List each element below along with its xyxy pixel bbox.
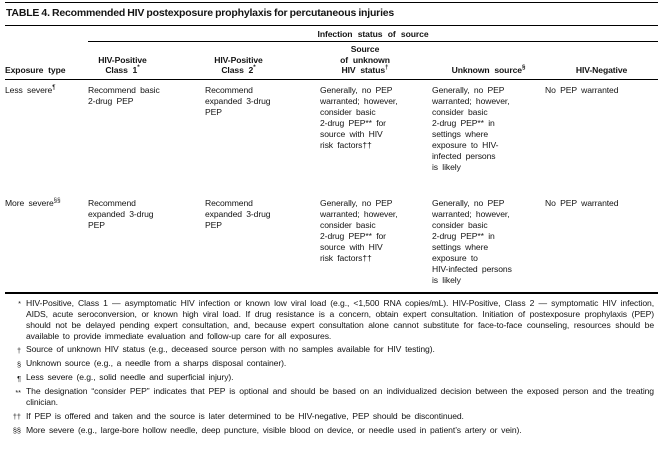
cell-hiv-positive-class-1: Recommend basic 2-drug PEP xyxy=(88,79,205,193)
footnote-double-asterisk: ** The designation “consider PEP” indica… xyxy=(6,386,654,408)
footnotes-section: * HIV-Positive, Class 1 — asymptomatic H… xyxy=(5,294,658,437)
column-header-exposure-type: Exposure type xyxy=(5,41,88,80)
exposure-type-label: More severe xyxy=(5,197,54,208)
column-header-label: HIV-Positive Class 2 xyxy=(214,54,263,76)
spanner-spacer xyxy=(5,26,88,42)
cell-text: Recommend expanded 3-drug PEP xyxy=(205,197,271,230)
footnote-ref: §§ xyxy=(53,196,61,204)
spanner-row: Infection status of source xyxy=(5,26,659,42)
cell-text: Recommend expanded 3-drug PEP xyxy=(205,84,271,117)
column-header-row: Exposure type HIV-Positive Class 1* HIV-… xyxy=(5,41,659,80)
cell-text: Generally, no PEP warranted; however, co… xyxy=(320,197,398,263)
footnote-double-dagger: †† If PEP is offered and taken and the s… xyxy=(6,411,654,423)
table-row-more-severe: More severe§§ Recommend expanded 3-drug … xyxy=(5,192,659,294)
footnote-text: More severe (e.g., large-bore hollow nee… xyxy=(26,424,522,435)
footnote-asterisk: * HIV-Positive, Class 1 — asymptomatic H… xyxy=(6,298,654,342)
exposure-type-label: Less severe xyxy=(5,84,53,95)
cell-text: Generally, no PEP warranted; however, co… xyxy=(432,84,510,172)
cell-unknown-source: Generally, no PEP warranted; however, co… xyxy=(432,192,545,294)
cell-hiv-positive-class-1: Recommend expanded 3-drug PEP xyxy=(88,192,205,294)
cell-unknown-source: Generally, no PEP warranted; however, co… xyxy=(432,79,545,193)
table-title: TABLE 4. Recommended HIV postexposure pr… xyxy=(5,2,658,26)
footnote-marker: ** xyxy=(15,387,21,397)
footnote-dagger: † Source of unknown HIV status (e.g., de… xyxy=(6,344,654,356)
column-header-unknown-source: Unknown source§ xyxy=(432,41,545,80)
cell-hiv-negative: No PEP warranted xyxy=(545,192,659,294)
footnote-text: If PEP is offered and taken and the sour… xyxy=(26,410,464,421)
footnote-ref: * xyxy=(253,64,256,72)
column-header-label: Source of unknown HIV status xyxy=(340,44,390,75)
spanner-header: Infection status of source xyxy=(88,26,659,42)
column-header-source-unknown-hiv-status: Source of unknown HIV status† xyxy=(320,41,432,80)
footnote-section-sign: § Unknown source (e.g., a needle from a … xyxy=(6,358,654,370)
footnote-marker: ¶ xyxy=(17,373,21,383)
column-header-hiv-negative: HIV-Negative xyxy=(545,41,659,80)
column-header-label: Unknown source xyxy=(451,65,522,75)
footnote-text: Less severe (e.g., solid needle and supe… xyxy=(26,372,234,382)
footnote-ref: † xyxy=(385,64,389,72)
cell-hiv-negative: No PEP warranted xyxy=(545,79,658,193)
cell-hiv-positive-class-2: Recommend expanded 3-drug PEP xyxy=(205,79,320,193)
column-header-hiv-positive-class-1: HIV-Positive Class 1* xyxy=(88,41,205,80)
footnote-double-section-sign: §§ More severe (e.g., large-bore hollow … xyxy=(6,425,654,437)
exposure-type-cell: More severe§§ xyxy=(5,192,88,294)
cell-text: No PEP warranted xyxy=(545,197,619,208)
cell-hiv-positive-class-2: Recommend expanded 3-drug PEP xyxy=(205,192,320,294)
column-header-label: Exposure type xyxy=(5,65,66,75)
footnote-ref: ¶ xyxy=(52,83,56,91)
footnote-marker: † xyxy=(16,345,21,355)
cell-text: Generally, no PEP warranted; however, co… xyxy=(320,84,398,150)
column-header-hiv-positive-class-2: HIV-Positive Class 2* xyxy=(205,41,320,80)
footnote-ref: * xyxy=(137,64,140,72)
cell-text: Generally, no PEP warranted; however, co… xyxy=(432,197,512,285)
cell-text: No PEP warranted xyxy=(545,84,619,95)
column-header-label: HIV-Positive Class 1 xyxy=(98,54,147,76)
cell-text: Recommend basic 2-drug PEP xyxy=(88,84,160,106)
footnote-ref: § xyxy=(521,64,526,72)
column-header-label: HIV-Negative xyxy=(575,65,628,75)
footnote-text: Source of unknown HIV status (e.g., dece… xyxy=(26,344,435,354)
pep-table: Infection status of source Exposure type… xyxy=(5,26,659,294)
footnote-pilcrow: ¶ Less severe (e.g., solid needle and su… xyxy=(6,372,654,384)
cell-source-unknown-hiv-status: Generally, no PEP warranted; however, co… xyxy=(320,79,432,193)
table-row-less-severe: Less severe¶ Recommend basic 2-drug PEP … xyxy=(5,79,658,193)
cell-text: Recommend expanded 3-drug PEP xyxy=(88,197,154,230)
footnote-text: The designation “consider PEP” indicates… xyxy=(26,386,654,407)
footnote-marker: §§ xyxy=(12,426,21,435)
cell-source-unknown-hiv-status: Generally, no PEP warranted; however, co… xyxy=(320,192,432,294)
footnote-marker: * xyxy=(18,299,21,308)
footnote-marker: †† xyxy=(12,412,21,421)
footnote-text: Unknown source (e.g., a needle from a sh… xyxy=(26,358,287,368)
footnote-text: HIV-Positive, Class 1 — asymptomatic HIV… xyxy=(26,297,654,341)
footnote-marker: § xyxy=(16,359,21,369)
exposure-type-cell: Less severe¶ xyxy=(5,79,88,193)
